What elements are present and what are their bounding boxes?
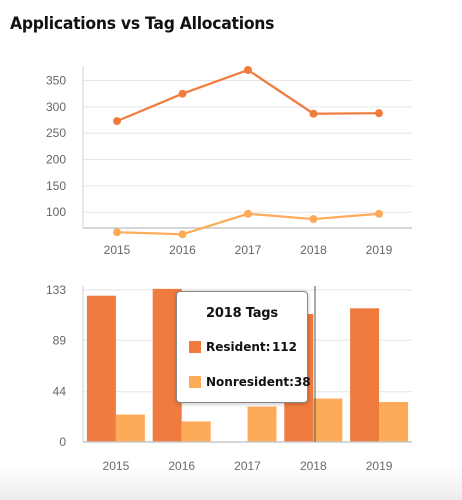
line-x-tick: 2017 bbox=[235, 243, 262, 257]
line-series-0 bbox=[116, 68, 380, 123]
line-point bbox=[178, 230, 187, 239]
bar-nonresident bbox=[247, 406, 277, 442]
line-x-tick: 2018 bbox=[300, 243, 327, 257]
line-point bbox=[113, 117, 121, 126]
line-point bbox=[309, 109, 318, 118]
line-point bbox=[375, 109, 383, 118]
tooltip-label-resident: Resident: bbox=[206, 340, 271, 354]
line-x-tick: 2015 bbox=[104, 243, 131, 257]
line-y-tick: 300 bbox=[46, 100, 66, 114]
line-x-tick: 2016 bbox=[169, 243, 196, 257]
tooltip-value-resident: 112 bbox=[271, 340, 297, 354]
line-point bbox=[309, 215, 318, 224]
bar-y-tick: 0 bbox=[59, 435, 66, 449]
bar-y-tick: 89 bbox=[53, 333, 67, 347]
line-y-tick: 350 bbox=[46, 74, 66, 88]
tooltip-row-resident: Resident: 112 bbox=[189, 339, 297, 355]
bar-resident bbox=[350, 308, 380, 442]
tooltip-label-nonresident: Nonresident: bbox=[206, 375, 294, 389]
bar-tooltip: 2018 Tags Resident: 112 Nonresident: 38 bbox=[176, 291, 311, 403]
bottom-fade bbox=[0, 466, 462, 500]
nonresident-swatch bbox=[189, 376, 201, 388]
tooltip-value-nonresident: 38 bbox=[293, 375, 311, 389]
line-point bbox=[244, 209, 252, 218]
bar-nonresident bbox=[379, 402, 409, 442]
bar-nonresident bbox=[181, 421, 211, 442]
line-chart: 100 150 200 250 300 350 2015 2016 2017 2018 2019 bbox=[46, 66, 412, 257]
line-y-tick: 150 bbox=[46, 179, 66, 193]
line-point bbox=[178, 89, 187, 98]
line-point bbox=[113, 228, 121, 237]
line-y-tick: 250 bbox=[46, 126, 66, 140]
bar-y-tick: 133 bbox=[46, 283, 66, 297]
line-x-tick: 2019 bbox=[366, 243, 393, 257]
bar-nonresident bbox=[115, 414, 145, 442]
bar-nonresident bbox=[313, 398, 343, 442]
bar-y-tick: 44 bbox=[53, 385, 67, 399]
line-point bbox=[244, 66, 252, 74]
tooltip-title: 2018 Tags bbox=[206, 306, 278, 321]
line-y-tick: 200 bbox=[46, 153, 66, 167]
bar-resident bbox=[86, 295, 116, 442]
line-point bbox=[375, 209, 383, 218]
resident-swatch bbox=[189, 341, 201, 353]
line-y-tick: 100 bbox=[46, 205, 66, 219]
page-title: Applications vs Tag Allocations bbox=[10, 14, 275, 34]
tooltip-row-nonresident: Nonresident: 38 bbox=[189, 374, 311, 390]
